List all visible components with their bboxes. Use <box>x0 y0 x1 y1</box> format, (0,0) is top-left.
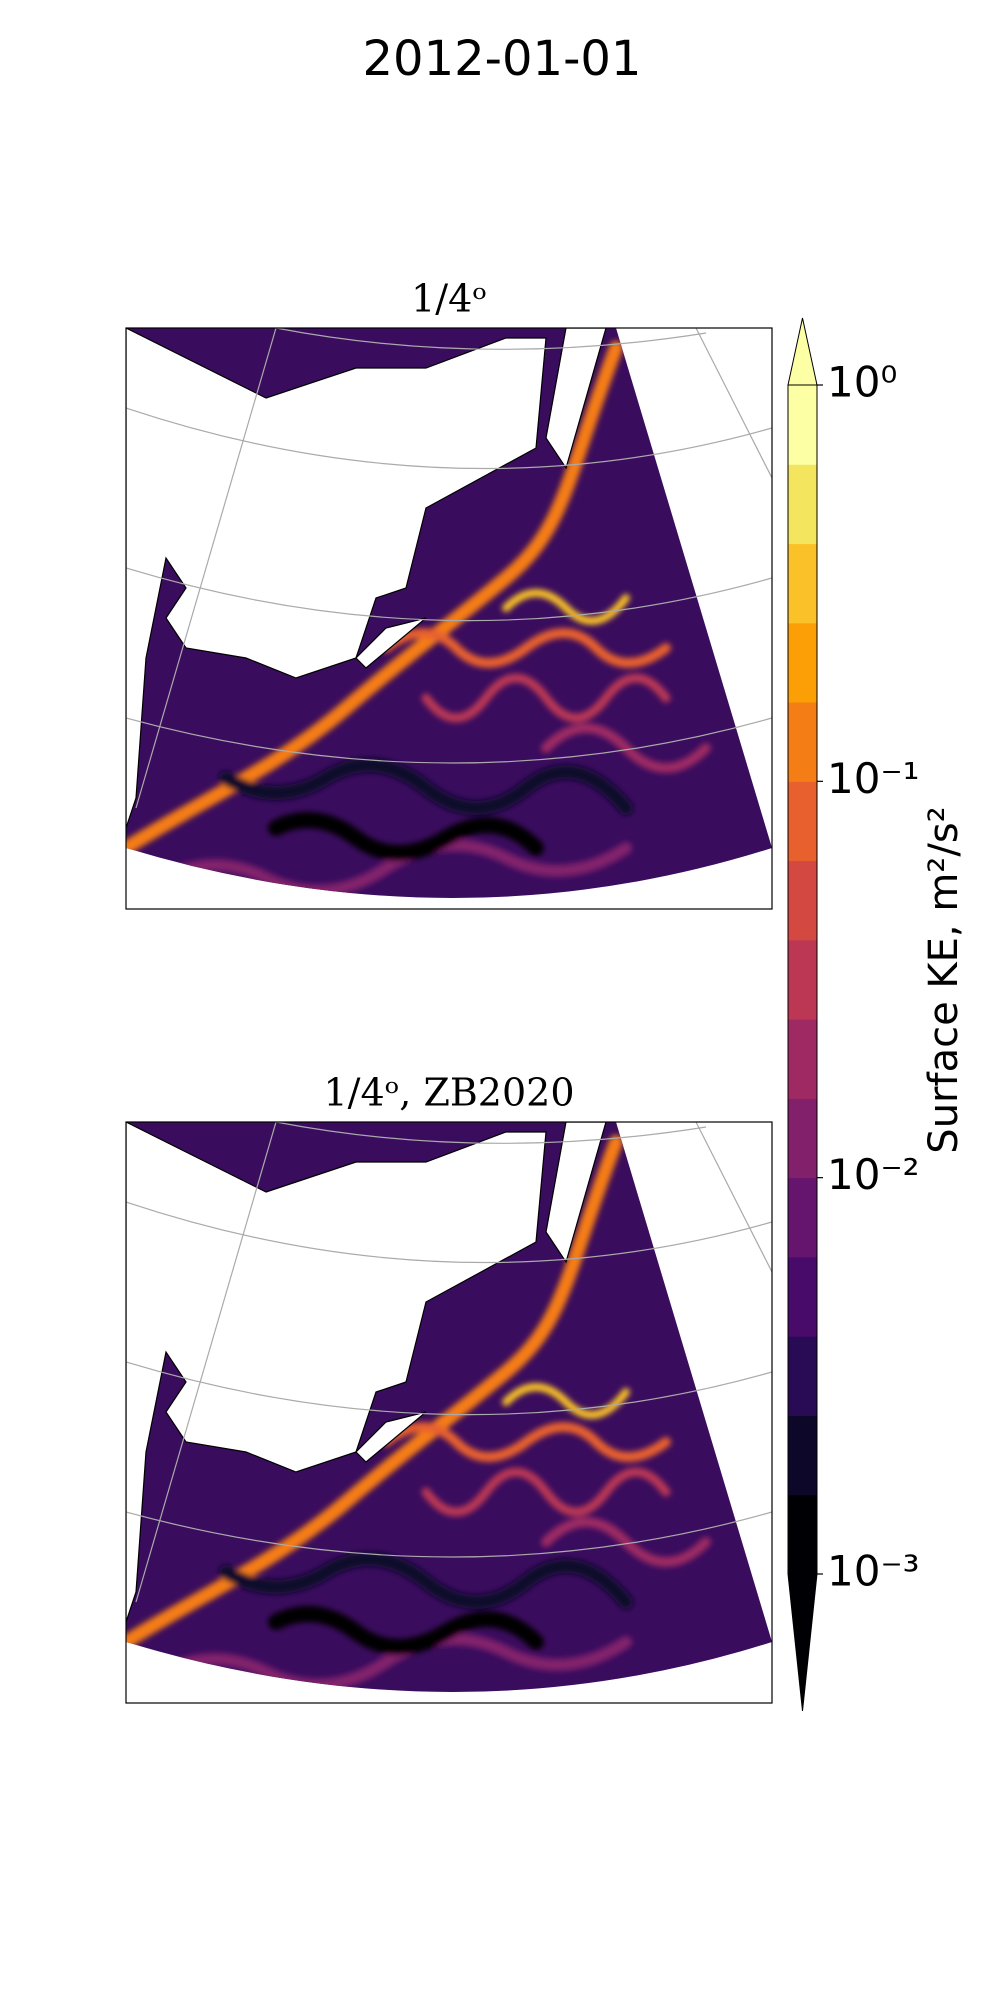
colorbar-band <box>788 385 817 465</box>
colorbar-tick-label: 10⁰ <box>827 358 897 407</box>
colorbar-band <box>788 702 817 782</box>
colorbar-band <box>788 622 817 703</box>
colorbar-band <box>788 1415 817 1496</box>
colorbar-band <box>788 939 817 1020</box>
map-panel <box>125 327 773 928</box>
map-content <box>126 328 772 928</box>
map-field <box>126 328 772 928</box>
colorbar-band <box>788 1177 817 1258</box>
colorbar-label: Surface KE, m²/s² <box>921 806 967 1153</box>
figure-title: 2012-01-01 <box>363 31 642 87</box>
colorbar-band <box>788 860 817 941</box>
colorbar-band <box>788 1256 817 1337</box>
colorbar-tick-label: 10⁻³ <box>827 1547 919 1596</box>
colorbar-band <box>788 1019 817 1099</box>
panel-title: 1/4ᵒ <box>411 277 487 321</box>
colorbar-tick-label: 10⁻¹ <box>827 754 919 803</box>
colorbar-tick-label: 10⁻² <box>827 1150 919 1199</box>
colorbar-band <box>788 1098 817 1179</box>
map-content <box>126 1122 772 1722</box>
map-panel <box>125 1121 773 1722</box>
panel-frame <box>125 1121 773 1704</box>
colorbar-extend-max <box>787 317 818 386</box>
colorbar-frame <box>787 384 818 1575</box>
colorbar-band <box>788 543 817 624</box>
colorbar-band <box>788 464 817 545</box>
colorbar-band <box>788 1494 817 1575</box>
panel-frame <box>125 327 773 910</box>
colorbar-band <box>788 1336 817 1416</box>
colorbar-band <box>788 781 817 862</box>
colorbar-extend-min <box>787 1573 818 1712</box>
panel-title: 1/4ᵒ, ZB2020 <box>324 1071 575 1115</box>
map-field <box>126 1122 772 1722</box>
